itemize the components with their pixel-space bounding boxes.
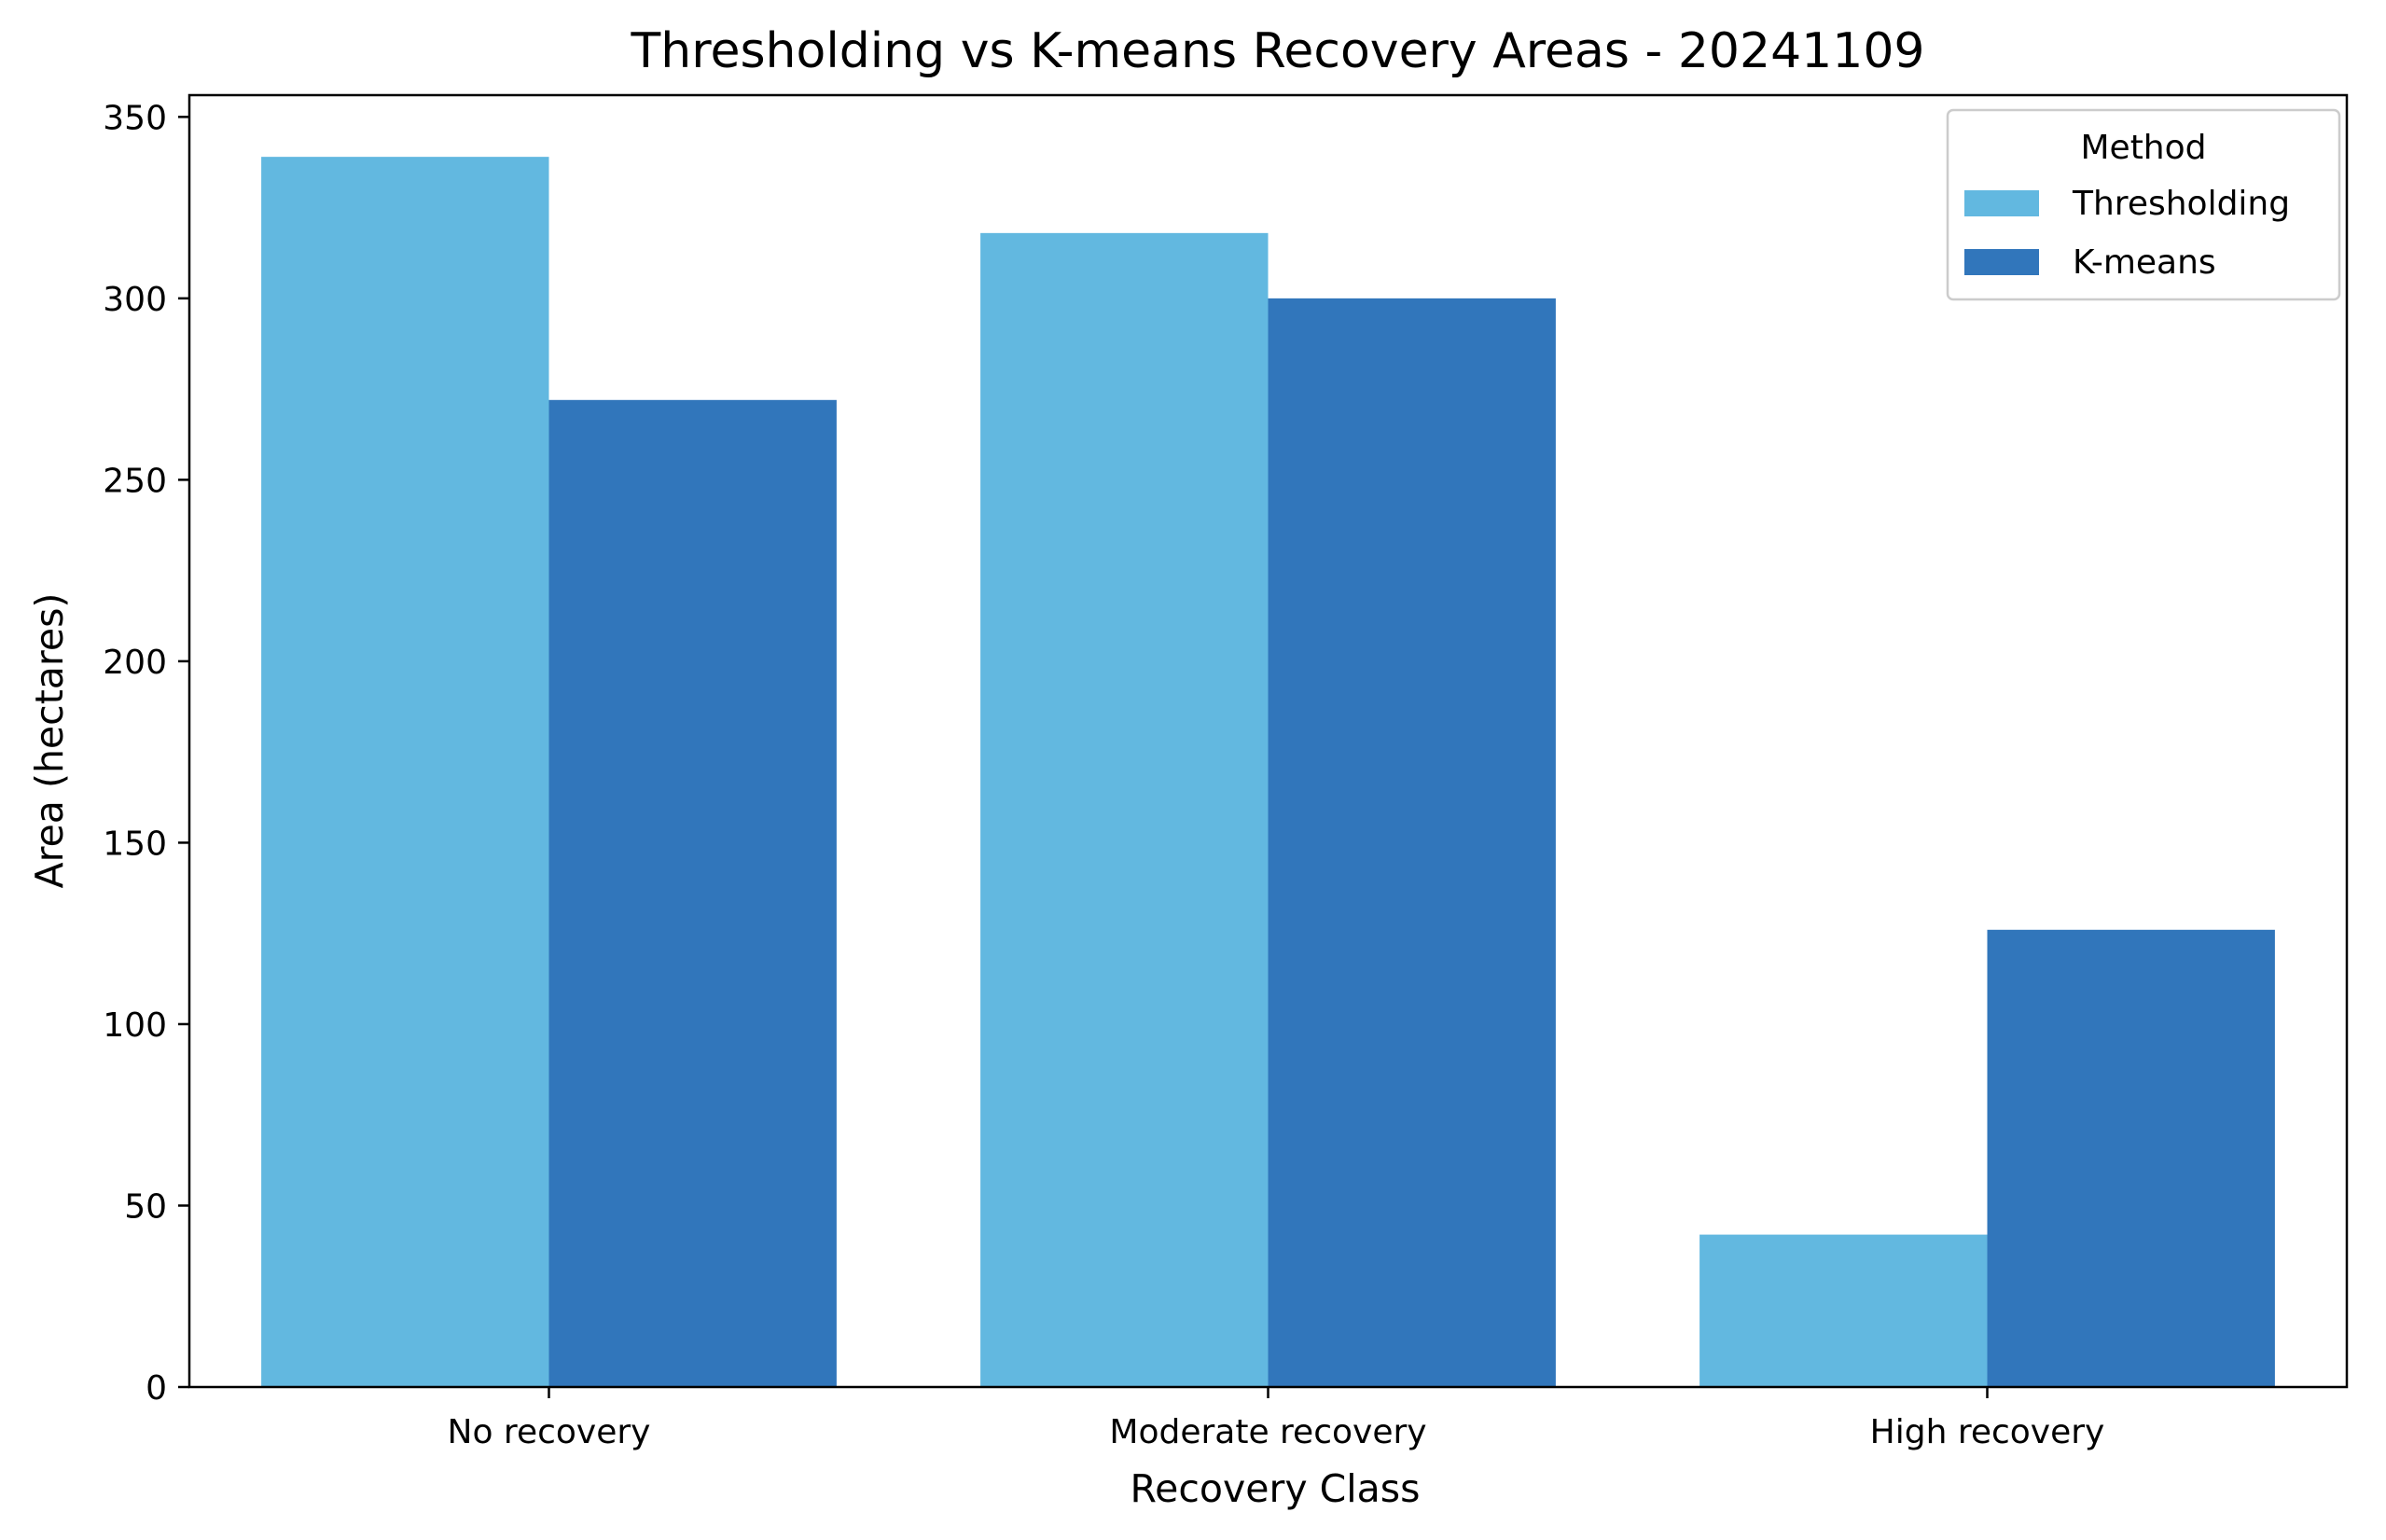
legend: Method Thresholding K-means [1946,108,2341,301]
x-axis-label: Recovery Class [1130,1466,1420,1511]
y-tick-label-0: 0 [146,1369,167,1408]
legend-swatch-thresholding [1964,190,2039,216]
x-tick-label-no-recovery: No recovery [448,1413,651,1451]
y-tick-label-300: 300 [103,281,167,319]
legend-label-thresholding: Thresholding [2072,185,2290,223]
x-axis: No recovery Moderate recovery High recover… [448,1387,2105,1451]
bars-group [261,157,2275,1388]
legend-swatch-k-means [1964,249,2039,275]
legend-label-k-means: K-means [2073,243,2216,282]
bar-thresholding-high-recovery [1699,1234,1988,1387]
bar-thresholding-moderate-recovery [980,232,1269,1388]
bar-k-means-moderate-recovery [1268,298,1556,1387]
legend-title: Method [2080,129,2206,167]
bar-k-means-high-recovery [1987,929,2275,1387]
bar-thresholding-no-recovery [261,157,549,1387]
y-axis: 0 50 100 150 200 250 300 350 [103,99,189,1408]
x-tick-label-high-recovery: High recovery [1870,1413,2105,1451]
y-tick-label-100: 100 [103,1006,167,1045]
y-tick-label-250: 250 [103,462,167,500]
y-tick-label-350: 350 [103,99,167,137]
plot-frame [187,93,2349,1389]
y-tick-label-150: 150 [103,825,167,863]
y-axis-label: Area (hectares) [27,593,72,889]
x-tick-label-moderate-recovery: Moderate recovery [1109,1413,1426,1451]
chart-title: Thresholding vs K-means Recovery Areas -… [631,23,1925,79]
legend-box [1946,108,2341,301]
y-tick-label-50: 50 [124,1187,167,1226]
bar-k-means-no-recovery [548,399,837,1387]
y-tick-label-200: 200 [103,644,167,682]
